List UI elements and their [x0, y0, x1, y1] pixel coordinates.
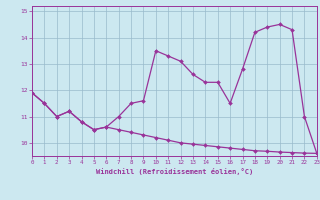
X-axis label: Windchill (Refroidissement éolien,°C): Windchill (Refroidissement éolien,°C) — [96, 168, 253, 175]
